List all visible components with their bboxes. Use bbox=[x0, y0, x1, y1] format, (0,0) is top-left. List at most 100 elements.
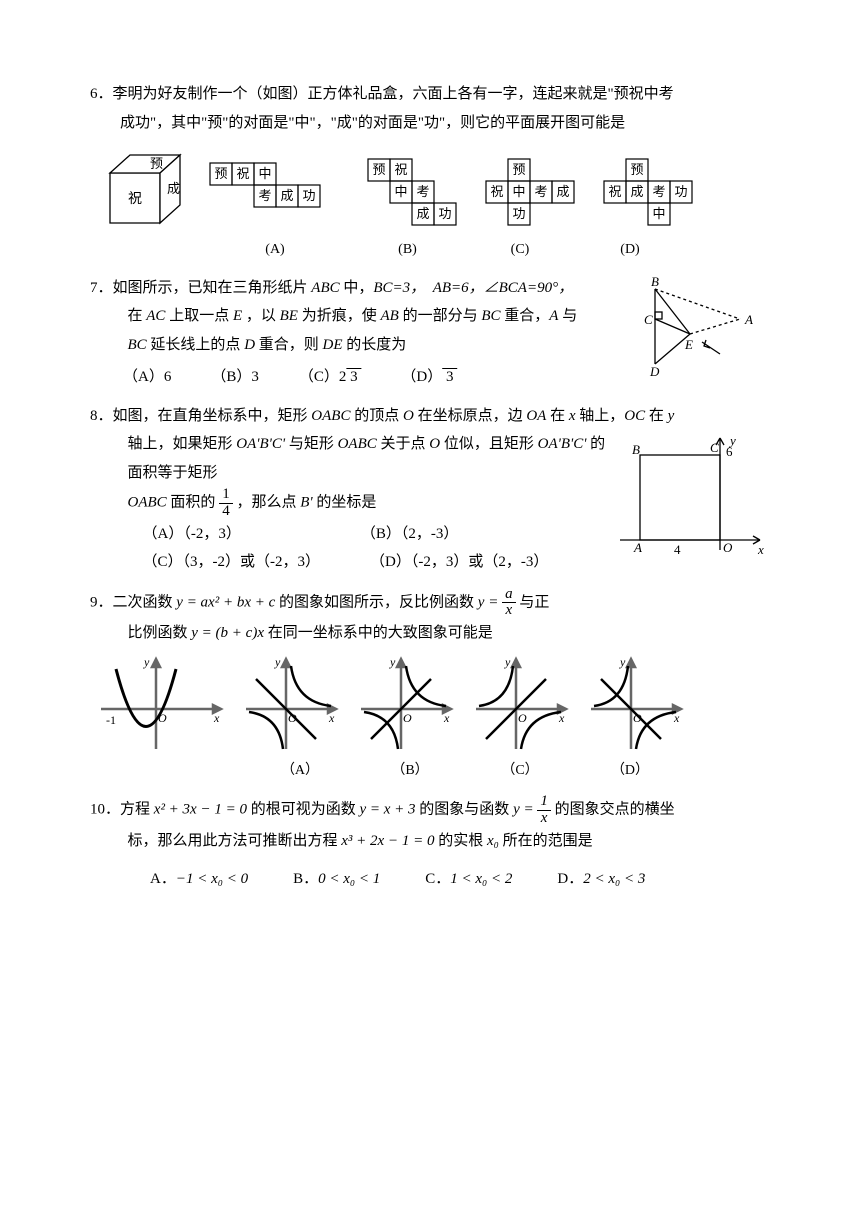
svg-text:预: 预 bbox=[214, 166, 227, 181]
svg-text:祝: 祝 bbox=[236, 166, 249, 181]
svg-text:A: A bbox=[744, 312, 753, 327]
q7-opt-a: （A）6 bbox=[123, 363, 171, 392]
svg-text:功: 功 bbox=[512, 206, 525, 221]
svg-text:D: D bbox=[649, 364, 660, 379]
svg-text:x: x bbox=[558, 711, 565, 725]
svg-text:祝: 祝 bbox=[394, 162, 407, 177]
svg-text:O: O bbox=[518, 711, 527, 725]
q9-opt-b: O x y bbox=[356, 654, 456, 754]
q6-line1: 6．李明为好友制作一个（如图）正方体礼品盒，六面上各有一字，连起来就是"预祝中考 bbox=[90, 80, 770, 109]
svg-text:考: 考 bbox=[652, 184, 665, 199]
svg-text:A: A bbox=[633, 540, 642, 555]
question-8: 8．如图，在直角坐标系中，矩形 OABC 的顶点 O 在坐标原点，边 OA 在 … bbox=[90, 402, 770, 577]
svg-text:O: O bbox=[633, 711, 642, 725]
q8-line1: 8．如图，在直角坐标系中，矩形 OABC 的顶点 O 在坐标原点，边 OA 在 … bbox=[90, 402, 770, 431]
svg-text:中: 中 bbox=[512, 184, 525, 199]
question-9: 9．二次函数 y = ax² + bx + c 的图象如图所示，反比例函数 y … bbox=[90, 587, 770, 785]
svg-text:O: O bbox=[723, 540, 733, 555]
q10-options: A．−1 < x₀ < 0 B．0 < x₀ < 1 C．1 < x₀ < 2 … bbox=[90, 865, 770, 894]
q7-figure: B C A D E bbox=[630, 274, 770, 384]
q6-labels: (A) (B) (C) (D) bbox=[200, 237, 770, 264]
svg-text:祝: 祝 bbox=[608, 184, 621, 199]
q9-line2: 比例函数 y = (b + c)x 在同一坐标系中的大致图象可能是 bbox=[90, 619, 770, 648]
q10-opt-c: C．1 < x₀ < 2 bbox=[425, 865, 512, 894]
svg-text:中: 中 bbox=[258, 166, 271, 181]
q10-opt-a: A．−1 < x₀ < 0 bbox=[150, 865, 248, 894]
q6-net-d: 预 祝成考功 中 bbox=[602, 157, 702, 233]
q7-options: （A）6 （B）3 （C）2 3 （D） 3 bbox=[90, 363, 630, 392]
q7-line3: BC 延长线上的点 D 重合，则 DE 的长度为 bbox=[90, 331, 630, 360]
q10-opt-d: D．2 < x₀ < 3 bbox=[557, 865, 645, 894]
svg-text:y: y bbox=[389, 655, 396, 669]
question-6: 6．李明为好友制作一个（如图）正方体礼品盒，六面上各有一字，连起来就是"预祝中考… bbox=[90, 80, 770, 264]
svg-text:功: 功 bbox=[438, 206, 451, 221]
svg-text:成: 成 bbox=[556, 184, 569, 199]
svg-text:E: E bbox=[684, 337, 693, 352]
question-7: 7．如图所示，已知在三角形纸片 ABC 中，BC=3， AB=6，∠BCA=90… bbox=[90, 274, 770, 392]
svg-text:考: 考 bbox=[416, 184, 429, 199]
svg-text:中: 中 bbox=[652, 206, 665, 221]
q9-line1: 9．二次函数 y = ax² + bx + c 的图象如图所示，反比例函数 y … bbox=[90, 587, 770, 620]
svg-text:B: B bbox=[632, 442, 640, 457]
svg-text:O: O bbox=[288, 711, 297, 725]
q9-parabola: -1 O x y bbox=[96, 654, 226, 754]
q6-net-a: 预祝中 考成功 bbox=[208, 161, 348, 233]
q9-labels: （A） （B） （C） （D） bbox=[245, 758, 770, 785]
svg-text:成: 成 bbox=[416, 206, 429, 221]
svg-text:6: 6 bbox=[726, 444, 733, 459]
svg-text:B: B bbox=[651, 274, 659, 289]
q6-diagrams: 预 成 祝 预祝中 考成功 预祝 中考 成功 bbox=[100, 143, 770, 233]
q7-line1: 7．如图所示，已知在三角形纸片 ABC 中，BC=3， AB=6，∠BCA=90… bbox=[90, 274, 630, 303]
svg-text:功: 功 bbox=[302, 188, 315, 203]
q8-line2: 轴上，如果矩形 OA'B'C' 与矩形 OABC 关于点 O 位似，且矩形 OA… bbox=[128, 430, 611, 487]
svg-text:成: 成 bbox=[630, 184, 643, 199]
cube-right: 成 bbox=[167, 181, 180, 196]
q9-opt-c: O x y bbox=[471, 654, 571, 754]
svg-text:x: x bbox=[673, 711, 680, 725]
q10-opt-b: B．0 < x₀ < 1 bbox=[293, 865, 380, 894]
svg-text:x: x bbox=[443, 711, 450, 725]
q7-opt-b: （B）3 bbox=[211, 363, 259, 392]
svg-text:C: C bbox=[710, 440, 719, 455]
q7-line2: 在 AC 上取一点 E ，以 BE 为折痕，使 AB 的一部分与 BC 重合，A… bbox=[90, 302, 630, 331]
cube-front: 祝 bbox=[128, 191, 142, 207]
svg-text:y: y bbox=[504, 655, 511, 669]
q8-figure: A B C O x y 4 6 bbox=[610, 430, 770, 560]
svg-text:y: y bbox=[143, 655, 150, 669]
svg-text:y: y bbox=[274, 655, 281, 669]
q6-cube: 预 成 祝 bbox=[100, 143, 190, 233]
q6-line2: 成功"，其中"预"的对面是"中"，"成"的对面是"功"，则它的平面展开图可能是 bbox=[90, 109, 770, 138]
svg-text:考: 考 bbox=[534, 184, 547, 199]
svg-text:x: x bbox=[757, 542, 764, 557]
q8-opts-row1: （A）（-2，3）（B）（2，-3） bbox=[128, 520, 611, 549]
svg-text:考: 考 bbox=[258, 188, 271, 203]
svg-text:功: 功 bbox=[674, 184, 687, 199]
svg-text:预: 预 bbox=[372, 162, 385, 177]
q9-opt-a: O x y bbox=[241, 654, 341, 754]
svg-text:预: 预 bbox=[512, 162, 525, 177]
q9-opt-d: O x y bbox=[586, 654, 686, 754]
cube-top: 预 bbox=[150, 156, 163, 171]
q6-net-b: 预祝 中考 成功 bbox=[366, 157, 466, 233]
svg-text:x: x bbox=[213, 711, 220, 725]
svg-text:预: 预 bbox=[630, 162, 643, 177]
q10-line2: 标，那么用此方法可推断出方程 x³ + 2x − 1 = 0 的实根 x₀ 所在… bbox=[90, 827, 770, 856]
q8-line3: OABC 面积的 14 ，那么点 B' 的坐标是 bbox=[128, 487, 611, 520]
svg-text:O: O bbox=[403, 711, 412, 725]
svg-text:y: y bbox=[619, 655, 626, 669]
question-10: 10．方程 x² + 3x − 1 = 0 的根可视为函数 y = x + 3 … bbox=[90, 794, 770, 894]
svg-text:4: 4 bbox=[674, 542, 681, 557]
q6-net-c: 预 祝中考成 功 bbox=[484, 157, 584, 233]
q7-opt-d: （D） 3 bbox=[401, 363, 457, 392]
svg-text:O: O bbox=[158, 711, 167, 725]
svg-text:-1: -1 bbox=[106, 713, 116, 727]
q7-opt-c: （C）2 3 bbox=[299, 363, 362, 392]
q10-line1: 10．方程 x² + 3x − 1 = 0 的根可视为函数 y = x + 3 … bbox=[90, 794, 770, 827]
svg-text:成: 成 bbox=[280, 188, 293, 203]
svg-text:x: x bbox=[328, 711, 335, 725]
svg-text:中: 中 bbox=[394, 184, 407, 199]
q9-diagrams: -1 O x y O x y bbox=[96, 654, 770, 754]
q8-opts-row2: （C）（3，-2）或（-2，3）（D）（-2，3）或（2，-3） bbox=[128, 548, 611, 577]
svg-text:祝: 祝 bbox=[490, 184, 503, 199]
svg-text:C: C bbox=[644, 312, 653, 327]
